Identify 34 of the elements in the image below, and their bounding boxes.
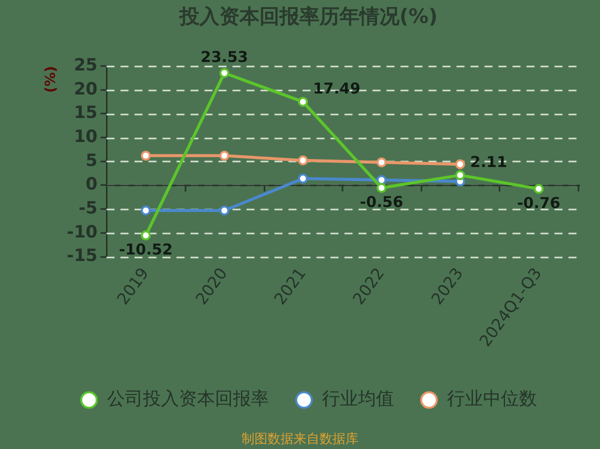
data-label: -0.76 [517, 194, 560, 212]
point [298, 174, 308, 184]
data-label: -0.56 [360, 192, 404, 211]
legend-label: 行业均值 [322, 388, 394, 410]
text: 制图数据来自数据库 [242, 432, 358, 447]
point [534, 184, 544, 194]
y-tick-label: -10 [66, 222, 98, 242]
point [376, 182, 387, 193]
point [140, 206, 151, 216]
legend-label: 公司投入资本回报率 [107, 388, 269, 410]
y-tick-label: -5 [78, 198, 98, 219]
y-tick-label: 10 [74, 126, 98, 147]
y-tick-label: 5 [86, 150, 98, 171]
point [219, 150, 230, 161]
data-label: 23.53 [200, 48, 248, 66]
y-axis-title: (%) [43, 66, 60, 93]
point [455, 170, 466, 180]
legend-label: 行业中位数 [447, 388, 537, 410]
point [219, 206, 230, 216]
point [140, 150, 151, 161]
data-label: -10.52 [118, 240, 173, 258]
chart-title: 投入资本回报率历年情况(%) [178, 4, 438, 28]
point [376, 157, 387, 168]
point [219, 68, 230, 78]
point [455, 159, 466, 170]
point [140, 230, 151, 240]
point [298, 155, 308, 166]
y-tick-label: 25 [74, 55, 98, 76]
y-tick-label: -15 [66, 246, 98, 266]
y-tick-label: 15 [74, 103, 98, 124]
y-tick-label: 0 [86, 174, 98, 195]
y-tick-label: 20 [74, 79, 98, 100]
data-label: 17.49 [312, 80, 360, 98]
point [298, 96, 308, 107]
